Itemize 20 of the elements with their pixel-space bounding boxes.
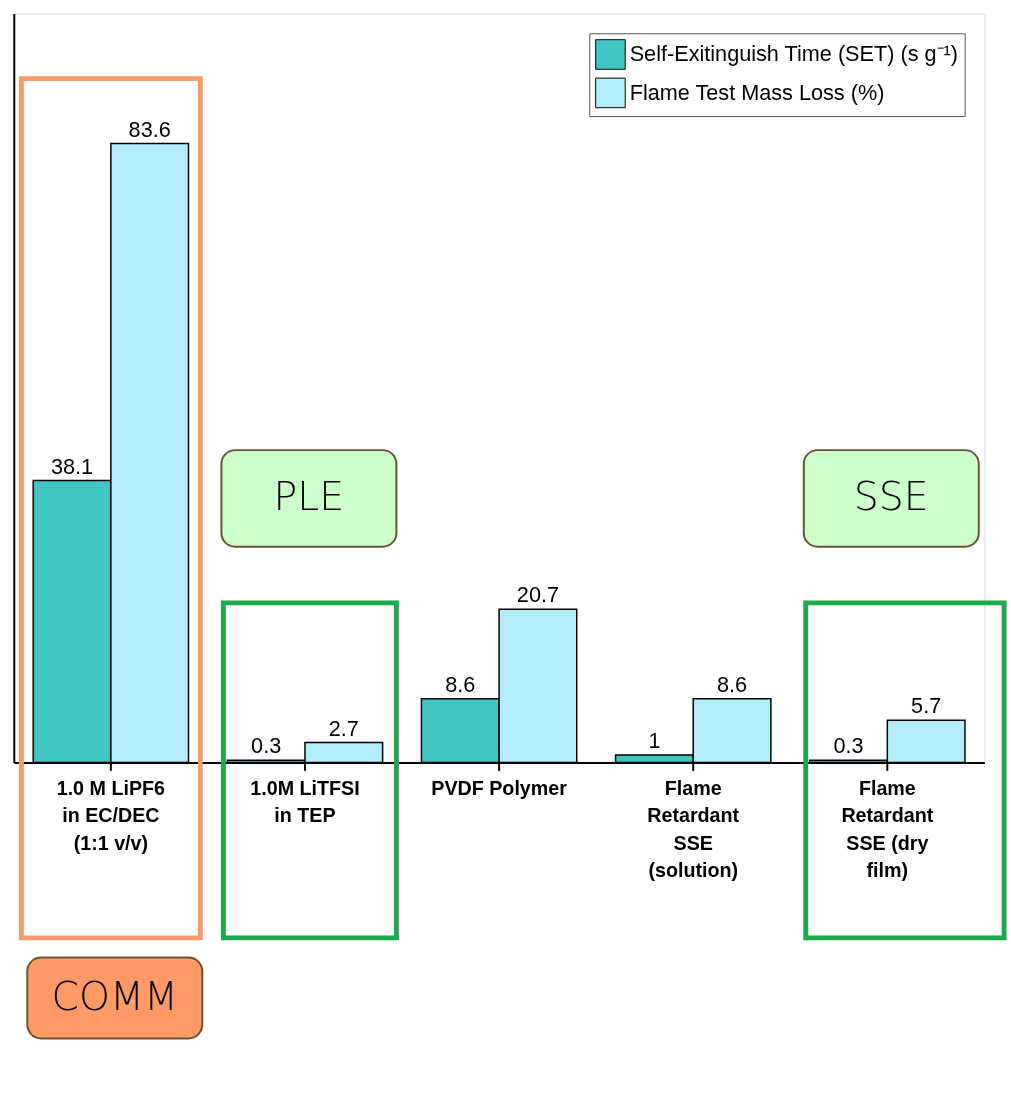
data-label: 8.6: [716, 671, 748, 697]
annotation: PLE: [273, 473, 345, 520]
data-label: 1: [648, 728, 661, 754]
x-tick-label: 1.0 M LiPF6 in EC/DEC (1:1 v/v): [56, 776, 166, 854]
annotation: SSE: [853, 473, 929, 520]
data-label: 20.7: [516, 582, 559, 608]
data-label: 0.3: [251, 733, 282, 759]
text: COMM: [51, 972, 179, 1019]
data-label: 83.6: [128, 116, 171, 142]
legend-label: Flame Test Mass Loss (%): [629, 79, 885, 105]
x-tick-label: 1.0M LiTFSI in TEP: [250, 776, 360, 827]
x-tick-label: Flame Retardant SSE (dry film): [841, 776, 934, 882]
data-label: 38.1: [50, 453, 94, 479]
data-label: 5.7: [911, 693, 942, 719]
legend-label: Self-Exitinguish Time (SET) (s g⁻¹): [629, 41, 958, 67]
data-label: 2.7: [328, 715, 359, 741]
x-tick-label: PVDF Polymer: [431, 776, 568, 799]
data-label: 0.3: [833, 733, 864, 759]
x-tick-label: Flame Retardant SSE (solution): [647, 776, 740, 882]
data-label: 8.6: [445, 671, 476, 697]
